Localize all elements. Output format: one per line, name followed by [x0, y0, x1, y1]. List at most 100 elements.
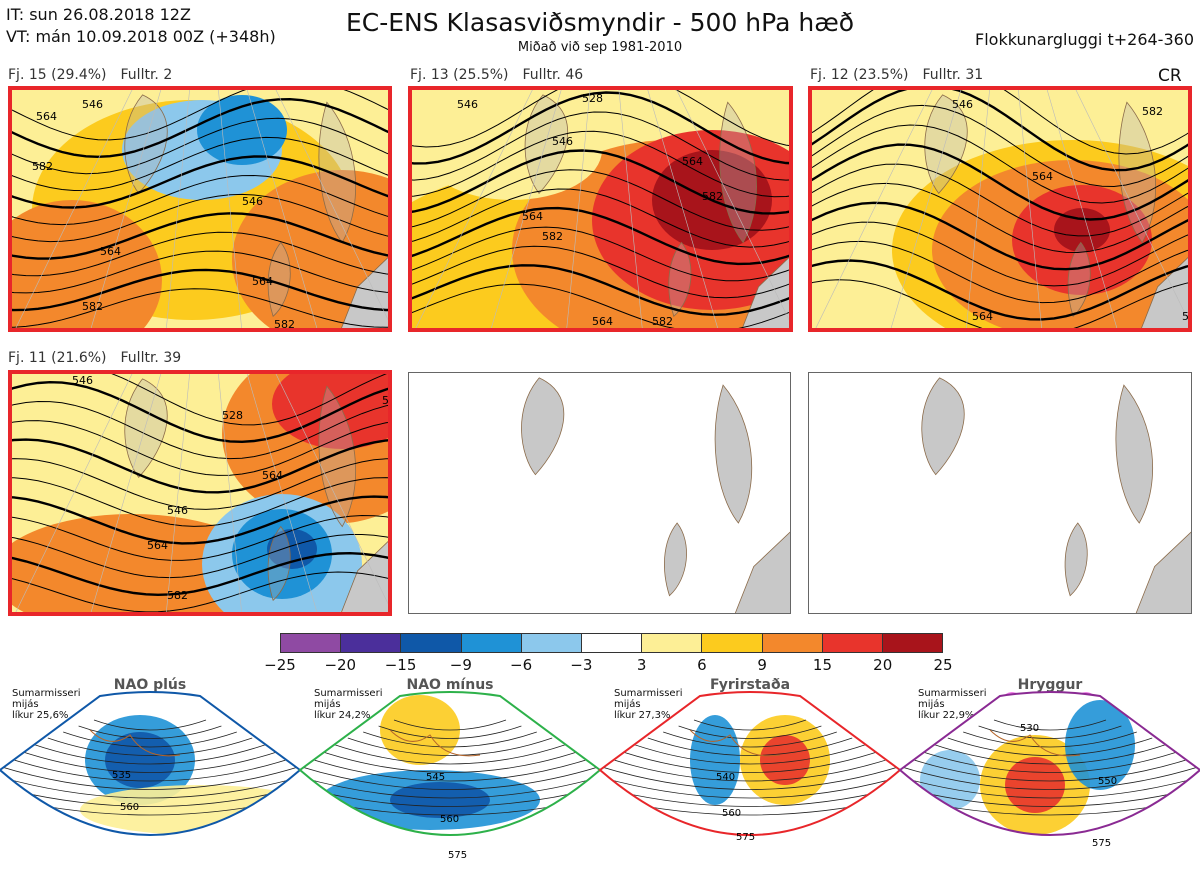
panel-3-label: Fj. 12 (23.5%) Fulltr. 31: [810, 67, 997, 83]
regime-meta-1: Sumarmisseri mijás líkur 25,6%: [12, 688, 81, 721]
map-canvas: [921, 377, 1191, 613]
panel-2-label: Fj. 13 (25.5%) Fulltr. 46: [410, 67, 597, 83]
greenland-outline: [924, 94, 968, 194]
contour-line: [412, 188, 789, 248]
colorbar-tick-label: 6: [697, 656, 707, 674]
regime-contour: [600, 779, 900, 816]
europe-outline: [341, 541, 388, 612]
regime-dot-nao-plus-1: [108, 694, 128, 714]
regime-contour-label: 560: [440, 814, 459, 825]
regime-contour: [347, 737, 553, 756]
anomaly-region: [12, 200, 162, 328]
regime-contour: [300, 767, 600, 799]
cluster-map-3[interactable]: 546 564 564 582 582: [808, 86, 1192, 332]
meridian: [618, 90, 643, 328]
uk-outline: [668, 241, 692, 318]
regime-contour: [916, 749, 1184, 773]
contour-label: 564: [972, 310, 993, 323]
contour-line: [111, 374, 387, 426]
contour-line: [12, 477, 388, 527]
contour-line: [812, 124, 1188, 204]
meridian: [166, 90, 190, 328]
regime-coastline: [989, 729, 1081, 757]
map-canvas: [521, 377, 790, 613]
contour-line: [12, 90, 388, 141]
scandinavia-outline: [1115, 384, 1154, 524]
regime-dot-blocking-1: [702, 694, 722, 714]
cluster-map-2[interactable]: 546 528 546 564 582 564 582 564 582: [408, 86, 793, 332]
colorbar-tick-label: −25: [264, 656, 296, 674]
regime-contour: [663, 731, 837, 748]
contour-label: 546: [457, 98, 478, 111]
colorbar-tick-label: 9: [757, 656, 767, 674]
contour-label: 564: [382, 394, 392, 407]
cluster-percent: Fj. 12 (23.5%): [810, 67, 909, 83]
europe-outline: [734, 531, 790, 613]
meridian: [218, 374, 242, 612]
contour-line: [812, 90, 1188, 155]
contour-label: 546: [167, 504, 188, 517]
scandinavia-outline: [318, 385, 357, 528]
regime-contour: [0, 761, 300, 790]
regime-contour-label: 575: [448, 850, 467, 861]
regime-contour: [978, 725, 1122, 739]
contour-line: [12, 231, 388, 277]
regime-coastline: [89, 729, 181, 757]
regime-dot-blocking-2: [778, 694, 798, 714]
contour-line: [412, 206, 789, 266]
regime-meta-3: Sumarmisseri mijás líkur 27,3%: [614, 688, 683, 721]
regime-anomaly: [105, 732, 175, 788]
height-contours: [12, 90, 388, 328]
cluster-map-1[interactable]: 546 564 582 546 564 582 582 564: [8, 86, 392, 332]
contour-label: 546: [72, 374, 93, 387]
contour-line: [812, 201, 1188, 271]
height-contours: [412, 90, 789, 328]
greenland-outline: [124, 378, 168, 478]
uk-outline: [1067, 241, 1091, 318]
page-title: EC-ENS Klasasviðsmyndir - 500 hPa hæð: [345, 8, 855, 37]
empty-map-6: [808, 372, 1192, 614]
panel-4-label: Fj. 11 (21.6%) Fulltr. 39: [8, 350, 195, 366]
contour-line: [12, 551, 388, 597]
contour-line: [812, 221, 1188, 287]
regime-contour: [932, 743, 1168, 765]
contour-label: 564: [36, 110, 57, 123]
contour-line: [12, 514, 388, 561]
regime-contour-label: 540: [716, 772, 735, 783]
regime-dot-nao-minus-1: [405, 694, 425, 714]
regime-dot-nao-plus-2: [174, 694, 194, 714]
meridian: [166, 374, 190, 612]
regime-anomaly: [1065, 700, 1135, 790]
contour-line: [412, 130, 789, 198]
regime-contour: [600, 767, 900, 799]
contour-line: [12, 250, 388, 294]
graticule: [815, 90, 1188, 328]
regime-anomaly: [980, 735, 1090, 835]
header-info: IT: sun 26.08.2018 12Z VT: mán 10.09.201…: [6, 4, 276, 48]
meridian: [491, 90, 562, 328]
regime-contour: [0, 779, 300, 816]
cluster-map-4[interactable]: 528 564 546 564 564 582 546: [8, 370, 392, 616]
contour-label: 564: [592, 315, 613, 328]
regime-contour: [16, 749, 284, 773]
contour-label: 528: [222, 409, 243, 422]
contour-label: 564: [262, 469, 283, 482]
uk-outline: [664, 522, 687, 597]
meridian: [1046, 90, 1118, 328]
contour-line: [412, 111, 789, 181]
regime-contour: [600, 761, 900, 790]
contour-line: [812, 90, 1188, 172]
regime-anomaly: [1005, 757, 1065, 813]
cluster-members: Fulltr. 2: [120, 67, 173, 83]
page-subtitle: Miðað við sep 1981-2010: [517, 40, 683, 55]
contour-label: 582: [82, 300, 103, 313]
graticule: [415, 90, 789, 328]
regime-meta-2: Sumarmisseri mijás líkur 24,2%: [314, 688, 383, 721]
meridian: [676, 90, 789, 321]
scandinavia-outline: [714, 384, 753, 524]
regime-anomaly: [80, 785, 300, 835]
contour-line: [412, 149, 789, 215]
regime-map: [600, 692, 900, 835]
contour-line: [812, 104, 1188, 188]
regime-contour: [963, 731, 1137, 748]
